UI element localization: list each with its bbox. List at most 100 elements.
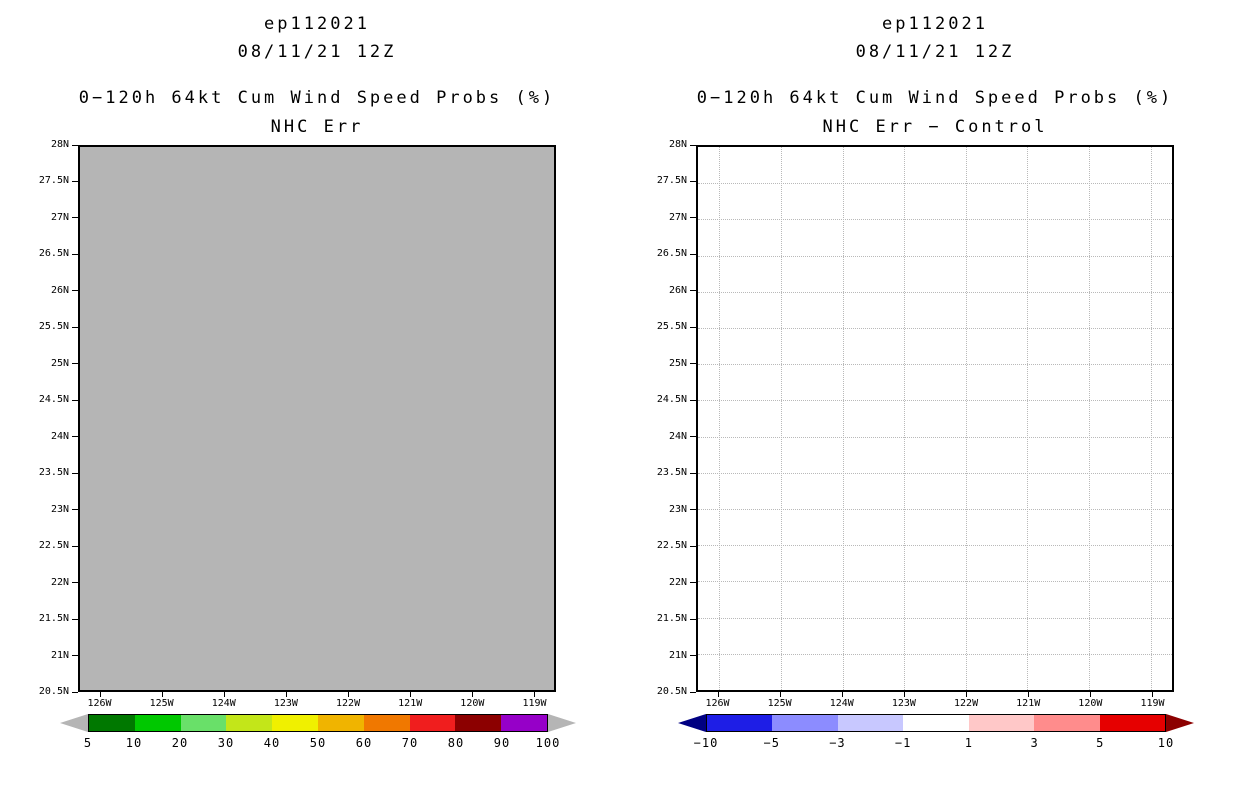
colorbar-tick-label: 1	[964, 736, 973, 750]
colorbar-segment	[455, 715, 502, 731]
lat-tick-mark	[72, 618, 78, 620]
lat-tick-label: 24.5N	[656, 394, 687, 406]
colorbar-segment	[134, 715, 181, 731]
lat-tick-mark	[72, 472, 78, 474]
colorbar-tick-label: −3	[829, 736, 846, 750]
lat-tick-mark	[690, 618, 696, 620]
storm-id-title: ep112021	[882, 14, 988, 34]
gridline-vertical	[1027, 147, 1029, 690]
colorbar-left-arrow-icon	[678, 714, 706, 732]
lat-tick-label: 27N	[50, 211, 69, 223]
colorbar-left-arrow-icon	[60, 714, 88, 732]
lat-tick-label: 24N	[50, 430, 69, 442]
panel-nhc-err: ep112021 08/11/21 12Z 0−120h 64kt Cum Wi…	[0, 14, 576, 750]
lat-tick-label: 26N	[50, 284, 69, 296]
lon-tick-mark	[348, 692, 350, 697]
lat-tick-mark	[690, 436, 696, 438]
gridline-horizontal	[698, 581, 1172, 583]
colorbar-tick-label: 10	[1157, 736, 1175, 750]
lon-tick-label: 119W	[522, 698, 547, 709]
colorbar-labels: 5 10 20 30 40 50 60 70 80 90 100	[84, 736, 559, 750]
lat-tick-label: 21.5N	[38, 613, 69, 625]
lat-tick-label: 22N	[50, 576, 69, 588]
colorbar-tick-label: 30	[217, 736, 235, 750]
colorbar-segment	[837, 715, 904, 731]
colorbar-segment	[272, 715, 318, 731]
colorbar-tick-label: 60	[355, 736, 373, 750]
lat-tick-label: 27.5N	[656, 175, 687, 187]
plot-subtitle: 0−120h 64kt Cum Wind Speed Probs (%)	[696, 88, 1174, 108]
colorbar: 5 10 20 30 40 50 60 70 80 90 100	[60, 714, 576, 750]
lat-tick-mark	[690, 509, 696, 511]
lat-tick-mark	[690, 326, 696, 328]
lat-tick-mark	[690, 472, 696, 474]
lon-tick-mark	[410, 692, 412, 697]
lat-tick-label: 20.5N	[38, 686, 69, 697]
lon-tick-mark	[1152, 692, 1154, 697]
lat-tick-mark	[690, 691, 696, 693]
gridline-vertical	[719, 147, 721, 690]
gridline-horizontal	[698, 328, 1172, 329]
colorbar-segment	[1099, 715, 1165, 731]
colorbar-segment	[409, 715, 456, 731]
colorbar-tick-label: 40	[263, 736, 281, 750]
lat-tick-mark	[690, 144, 696, 146]
gridline-vertical	[780, 147, 782, 690]
lat-tick-mark	[72, 582, 78, 584]
lat-tick-label: 26N	[668, 284, 687, 296]
gridline-vertical	[904, 147, 906, 690]
lat-tick-mark	[690, 217, 696, 219]
lat-tick-label: 25.5N	[656, 321, 687, 333]
lat-tick-mark	[72, 545, 78, 547]
gridline-horizontal	[698, 219, 1172, 221]
storm-id-title: ep112021	[264, 14, 370, 34]
lat-tick-label: 24.5N	[38, 394, 69, 406]
colorbar-segment	[772, 715, 838, 731]
lon-tick-label: 126W	[705, 698, 730, 709]
colorbar-segments	[88, 714, 548, 732]
colorbar-tick-label: 50	[309, 736, 327, 750]
lon-tick-mark	[534, 692, 536, 697]
lat-tick-label: 23N	[668, 503, 687, 515]
plot-area	[78, 145, 556, 692]
lat-tick-mark	[690, 180, 696, 182]
gridline-horizontal	[698, 400, 1172, 402]
colorbar-tick-label: 3	[1030, 736, 1039, 750]
lat-tick-label: 25.5N	[38, 321, 69, 333]
panel-nhc-err-minus-control: ep112021 08/11/21 12Z 0−120h 64kt Cum Wi…	[618, 0, 1236, 800]
lat-tick-mark	[72, 253, 78, 255]
lat-tick-mark	[72, 399, 78, 401]
colorbar-tick-label: 80	[447, 736, 465, 750]
plot-subtitle-model: NHC Err − Control	[822, 117, 1048, 137]
lon-tick-label: 122W	[336, 698, 361, 709]
colorbar-tick-label: 90	[493, 736, 511, 750]
lat-tick-mark	[72, 363, 78, 365]
colorbar: −10 −5 −3 −1 1 3 5 10	[678, 714, 1194, 750]
lat-tick-label: 21.5N	[656, 613, 687, 625]
plot-subtitle: 0−120h 64kt Cum Wind Speed Probs (%)	[78, 88, 556, 108]
longitude-axis: 126W 125W 124W 123W 122W 121W 120W 119W	[78, 692, 556, 712]
colorbar-segment	[1034, 715, 1100, 731]
gridline-horizontal	[698, 436, 1172, 438]
colorbar-right-arrow-icon	[1166, 714, 1194, 732]
longitude-axis: 126W 125W 124W 123W 122W 121W 120W 119W	[696, 692, 1174, 712]
lat-tick-mark	[72, 691, 78, 693]
lon-tick-mark	[1028, 692, 1030, 697]
lat-tick-label: 26.5N	[656, 248, 687, 260]
lon-tick-mark	[99, 692, 101, 697]
gridline-vertical	[965, 147, 967, 690]
gridline-vertical	[1150, 147, 1152, 690]
gridline-horizontal	[698, 545, 1172, 547]
lat-tick-label: 27N	[668, 211, 687, 223]
lat-tick-label: 28N	[50, 139, 69, 150]
lat-tick-mark	[690, 582, 696, 584]
lon-tick-mark	[717, 692, 719, 697]
colorbar-labels: −10 −5 −3 −1 1 3 5 10	[694, 736, 1174, 750]
lat-tick-mark	[72, 436, 78, 438]
lon-tick-mark	[903, 692, 905, 697]
colorbar-tick-label: −5	[763, 736, 780, 750]
colorbar-segment	[317, 715, 364, 731]
colorbar-segment	[501, 715, 547, 731]
latitude-axis: 28N 27.5N 27N 26.5N 26N 25.5N 25N 24.5N 24N 23.5N…	[0, 140, 78, 697]
